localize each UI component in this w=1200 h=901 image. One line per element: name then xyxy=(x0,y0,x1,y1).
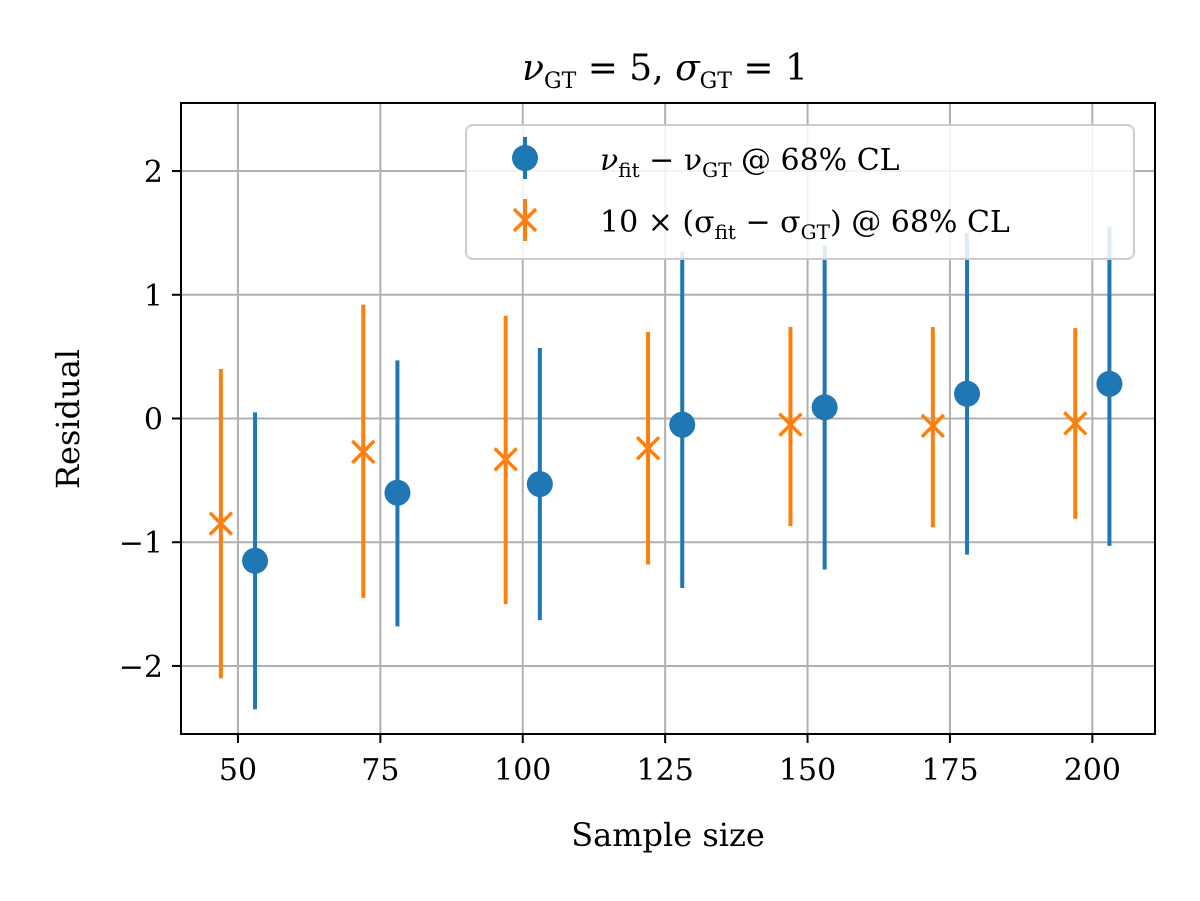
data-point xyxy=(811,394,838,421)
data-point xyxy=(526,471,553,498)
series-nu xyxy=(242,226,1123,710)
y-axis-label: Residual xyxy=(49,349,87,489)
series-layer xyxy=(208,226,1123,710)
y-axis-ticks: −2 −1 0 1 2 xyxy=(119,155,181,685)
data-point xyxy=(1063,411,1088,436)
data-point xyxy=(1096,370,1123,397)
y-tick-label: 0 xyxy=(144,403,163,438)
data-point xyxy=(384,479,411,506)
x-tick-label: 175 xyxy=(921,753,978,788)
y-tick-label: −1 xyxy=(119,526,163,561)
y-tick-label: 1 xyxy=(144,279,163,314)
x-tick-label: 200 xyxy=(1064,753,1121,788)
data-point xyxy=(778,412,803,437)
data-point xyxy=(635,435,661,461)
legend-box xyxy=(465,124,1135,260)
legend-x-marker xyxy=(512,207,538,233)
data-point xyxy=(669,411,696,438)
x-axis-label: Sample size xyxy=(571,816,765,854)
x-tick-label: 50 xyxy=(219,753,257,788)
legend-dot xyxy=(512,145,538,171)
x-tick-label: 150 xyxy=(779,753,836,788)
legend-marker-sigma xyxy=(512,199,538,241)
data-point xyxy=(242,547,269,574)
y-tick-label: −2 xyxy=(119,650,163,685)
data-point xyxy=(920,413,946,439)
data-point xyxy=(208,511,234,536)
plot-frame xyxy=(180,102,1156,735)
legend: νfit − νGT @ 68% CL 10 × (σfit − σGT) @ … xyxy=(465,124,1135,260)
data-point xyxy=(493,447,518,472)
x-axis-ticks: 50 75 100 125 150 175 200 xyxy=(219,734,1121,788)
series-sigma xyxy=(208,304,1088,679)
data-point xyxy=(954,380,981,407)
legend-label-nu: νfit − νGT @ 68% CL xyxy=(600,143,900,182)
x-tick-label: 125 xyxy=(637,753,694,788)
legend-label-sigma: 10 × (σfit − σGT) @ 68% CL xyxy=(600,205,1010,244)
legend-marker-nu xyxy=(512,137,538,179)
x-tick-label: 100 xyxy=(494,753,551,788)
data-point xyxy=(351,439,376,465)
x-tick-label: 75 xyxy=(361,753,399,788)
chart-title: νGT = 5, σGT = 1 xyxy=(522,48,808,94)
y-tick-label: 2 xyxy=(144,155,163,190)
